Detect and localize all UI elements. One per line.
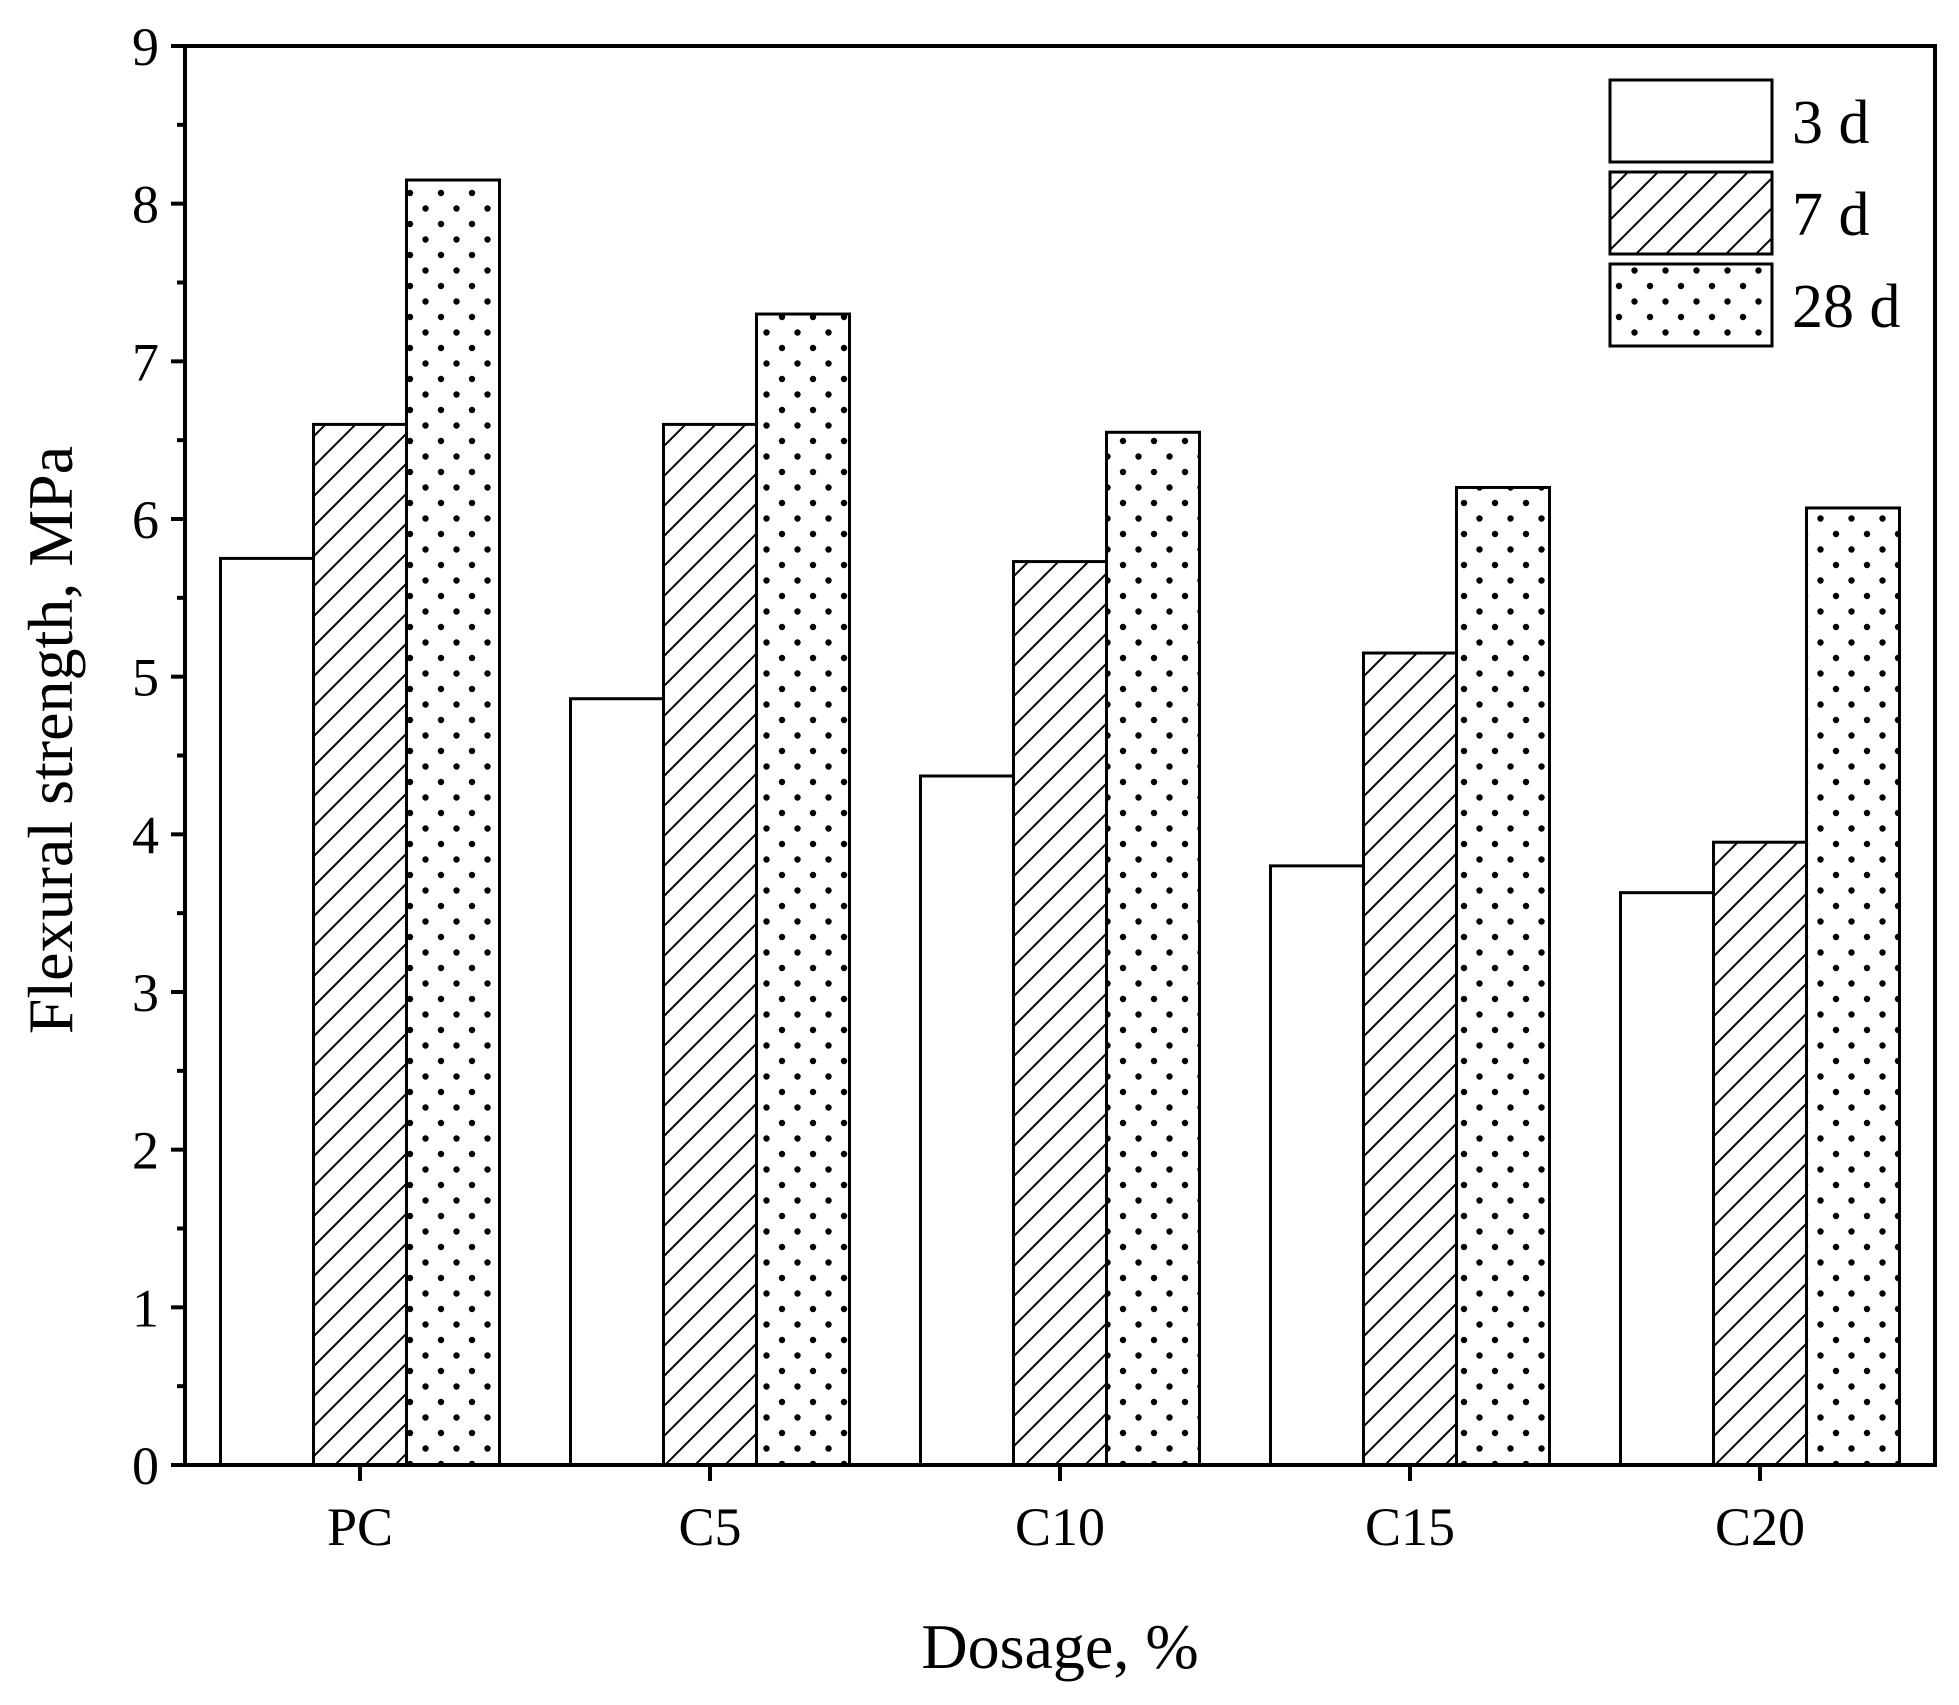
bar-pattern-c5-7d <box>662 422 758 1467</box>
bar-pattern-c10-7d <box>1012 560 1108 1467</box>
legend-swatch-7d <box>1608 170 1774 256</box>
bar-pattern-c10-3d <box>919 774 1015 1467</box>
y-tick-label: 9 <box>132 17 159 77</box>
x-tick-label-pc: PC <box>327 1497 393 1557</box>
bar-pattern-c15-28d <box>1455 485 1551 1467</box>
bar-pattern-pc-7d <box>312 422 408 1467</box>
x-tick-label-c20: C20 <box>1715 1497 1805 1557</box>
y-tick-label: 4 <box>132 805 159 865</box>
bar-pattern-pc-3d <box>219 556 315 1467</box>
y-tick-label: 1 <box>132 1278 159 1338</box>
bar-pattern-c15-7d <box>1362 651 1458 1467</box>
legend-label-7d: 7 d <box>1792 181 1870 249</box>
bar-pattern-c20-28d <box>1805 506 1901 1467</box>
bar-pattern-c5-3d <box>569 697 665 1467</box>
bar-pattern-c10-28d <box>1105 430 1201 1467</box>
y-tick-label: 7 <box>132 332 159 392</box>
bars-layer <box>219 178 1901 1467</box>
bar-pattern-c20-7d <box>1712 840 1808 1467</box>
legend-swatch-3d <box>1608 78 1774 164</box>
x-tick-label-c5: C5 <box>678 1497 741 1557</box>
y-axis-title: Flexural strength, MPa <box>15 446 86 1034</box>
y-tick-label: 8 <box>132 175 159 235</box>
legend: 3 d 7 d 28 d <box>1608 78 1901 348</box>
bar-pattern-c15-3d <box>1269 864 1365 1467</box>
legend-label-28d: 28 d <box>1792 273 1901 341</box>
y-tick-label: 2 <box>132 1121 159 1181</box>
x-tick-label-c15: C15 <box>1365 1497 1455 1557</box>
x-axis-title: Dosage, % <box>921 1611 1198 1682</box>
bar-pattern-pc-28d <box>405 178 501 1467</box>
y-tick-label: 0 <box>132 1436 159 1496</box>
legend-label-3d: 3 d <box>1792 89 1870 157</box>
legend-swatch-28d <box>1608 262 1774 348</box>
y-tick-label: 6 <box>132 490 159 550</box>
y-tick-label: 5 <box>132 648 159 708</box>
bar-pattern-c5-28d <box>755 312 851 1467</box>
axes-layer: 0 1 2 3 4 5 6 7 8 9 PC C5 C10 C15 C20 <box>132 17 1937 1557</box>
x-tick-label-c10: C10 <box>1015 1497 1105 1557</box>
bar-pattern-c20-3d <box>1619 891 1715 1467</box>
y-tick-label: 3 <box>132 963 159 1023</box>
